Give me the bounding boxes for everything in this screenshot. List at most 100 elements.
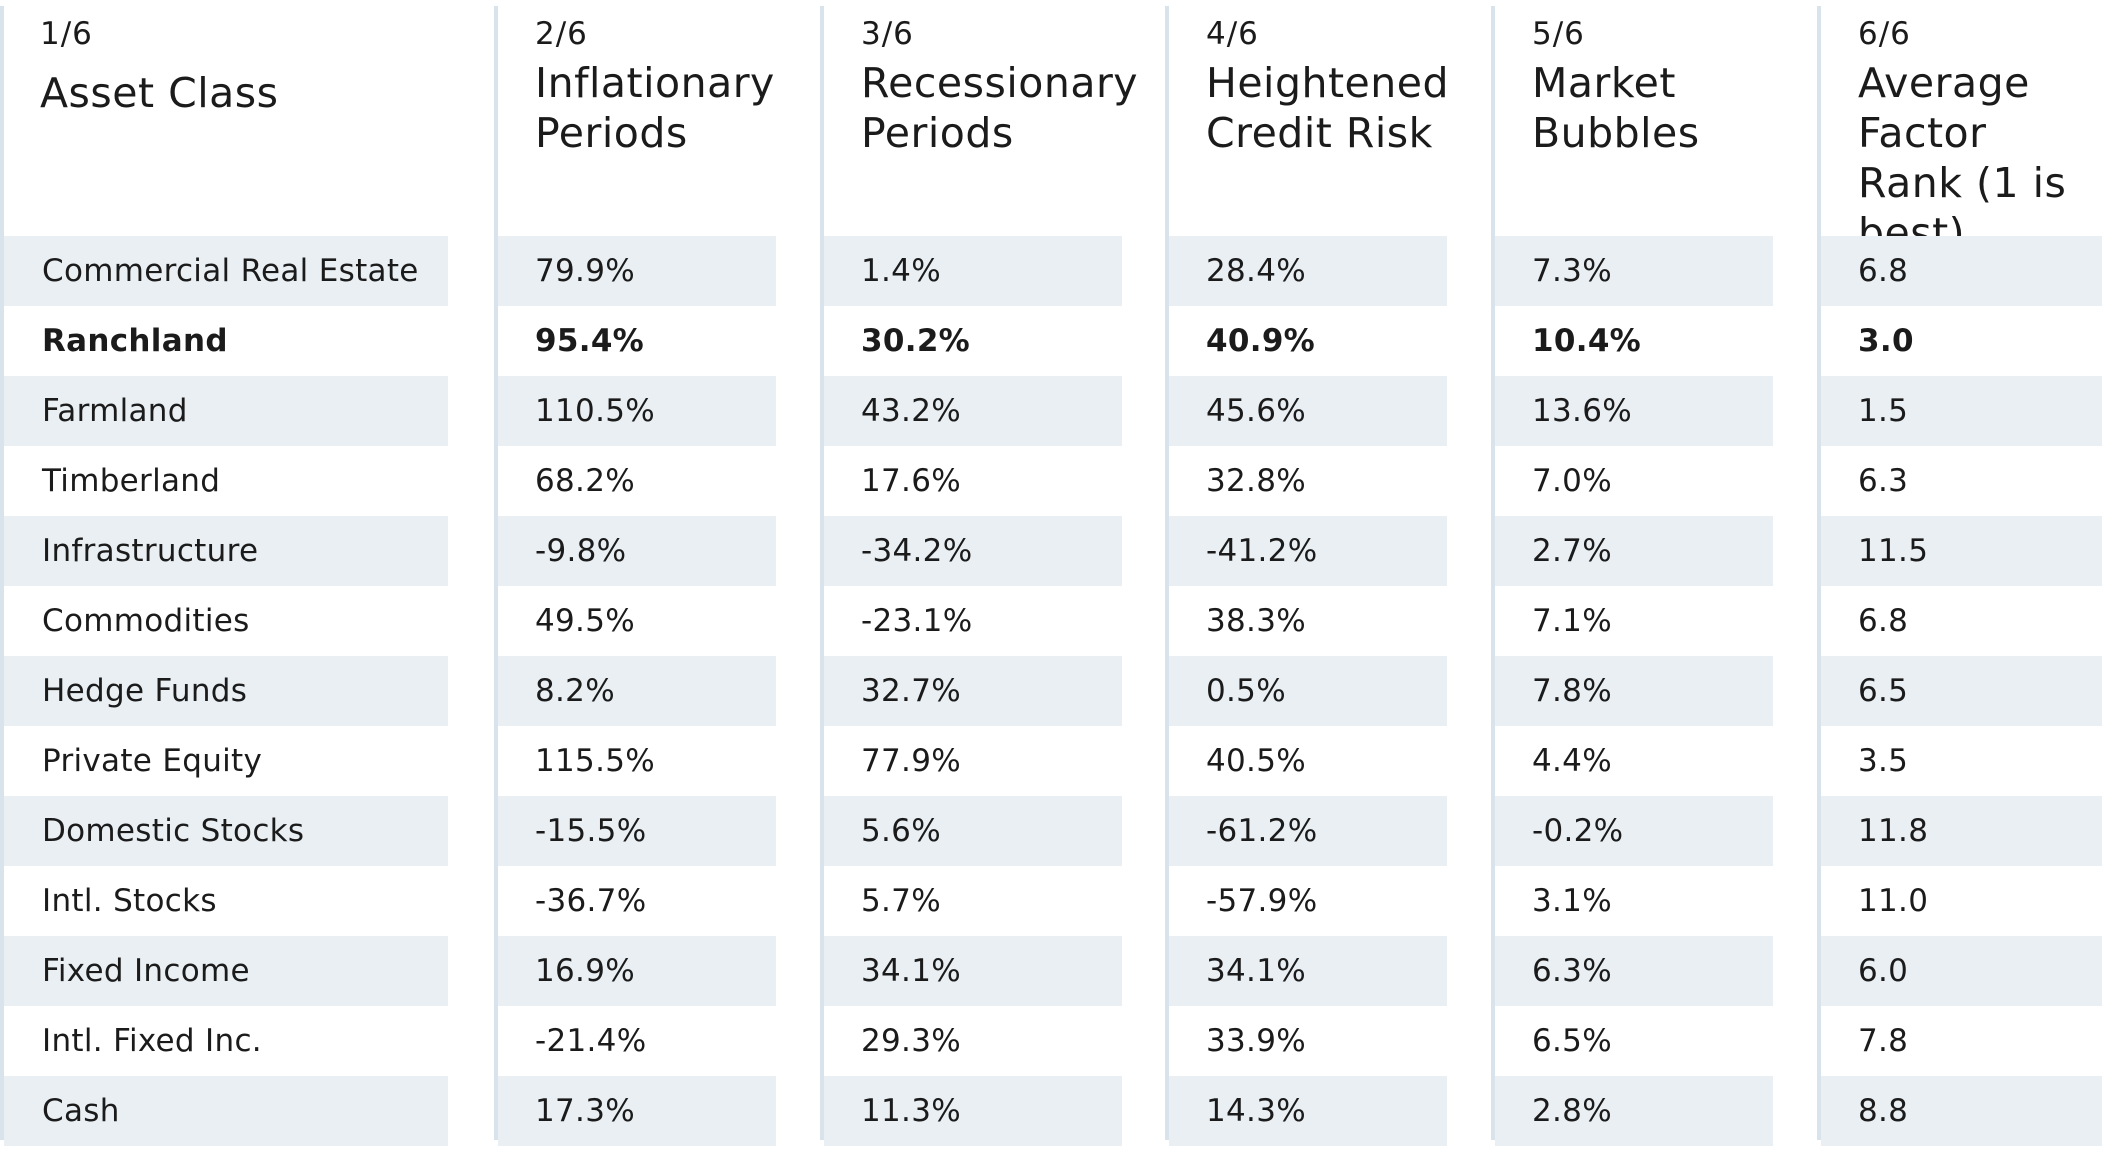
column-asset-class: 1/6 Asset Class Commercial Real Estate Ranc… bbox=[0, 0, 494, 1151]
column-index: 5/6 bbox=[1532, 16, 1585, 52]
table-cell: 34.1% bbox=[1169, 936, 1447, 1006]
table-row-label: Commercial Real Estate bbox=[4, 236, 448, 306]
table-cell: 68.2% bbox=[535, 463, 635, 499]
table-cell: -23.1% bbox=[861, 603, 973, 639]
table-cell: 6.5 bbox=[1821, 656, 2102, 726]
table-row-label: Intl. Stocks bbox=[42, 883, 217, 919]
table-cell: 5.7% bbox=[861, 883, 941, 919]
table-cell: -0.2% bbox=[1495, 796, 1773, 866]
column-header: 2/6 Inflationary Periods bbox=[494, 0, 820, 236]
column-inflationary-periods: 2/6 Inflationary Periods 79.9% 95.4% 110.5% 6… bbox=[494, 0, 820, 1151]
column-index: 4/6 bbox=[1206, 16, 1259, 52]
table-cell: 7.3% bbox=[1495, 236, 1773, 306]
table-cell: 6.8 bbox=[1858, 603, 1909, 639]
table-cell: 17.3% bbox=[498, 1076, 776, 1146]
column-index: 1/6 bbox=[40, 16, 93, 52]
table-cell: 38.3% bbox=[1206, 603, 1306, 639]
column-divider bbox=[0, 6, 4, 1140]
column-header: 3/6 Recessionary Periods bbox=[820, 0, 1165, 236]
table-cell: 1.5 bbox=[1821, 376, 2102, 446]
column-market-bubbles: 5/6 Market Bubbles 7.3% 10.4% 13.6% 7.0% 2.7% 7… bbox=[1491, 0, 1817, 1151]
table-cell: -61.2% bbox=[1169, 796, 1447, 866]
table-cell: 32.8% bbox=[1206, 463, 1306, 499]
table-cell: -15.5% bbox=[498, 796, 776, 866]
table-cell: 95.4% bbox=[535, 323, 645, 359]
column-header: 1/6 Asset Class bbox=[0, 0, 494, 236]
column-divider bbox=[494, 6, 498, 1140]
column-title: Heightened Credit Risk bbox=[1206, 59, 1449, 157]
column-index: 6/6 bbox=[1858, 16, 1911, 52]
table-cell: 33.9% bbox=[1206, 1023, 1306, 1059]
table-cell: 110.5% bbox=[498, 376, 776, 446]
column-divider bbox=[1817, 6, 1821, 1140]
table-cell: -9.8% bbox=[498, 516, 776, 586]
column-index: 3/6 bbox=[861, 16, 914, 52]
table-cell: 28.4% bbox=[1169, 236, 1447, 306]
table-cell: 40.5% bbox=[1206, 743, 1306, 779]
table-cell: 11.5 bbox=[1821, 516, 2102, 586]
table-cell: 30.2% bbox=[861, 323, 971, 359]
table-cell: 34.1% bbox=[824, 936, 1122, 1006]
table-cell: 6.5% bbox=[1532, 1023, 1612, 1059]
table-row-label: Domestic Stocks bbox=[4, 796, 448, 866]
table-cell: 1.4% bbox=[824, 236, 1122, 306]
table-cell: 7.8 bbox=[1858, 1023, 1909, 1059]
column-index: 2/6 bbox=[535, 16, 588, 52]
table-cell: 3.5 bbox=[1858, 743, 1909, 779]
table-cell: 6.3 bbox=[1858, 463, 1909, 499]
column-header: 6/6 Average Factor Rank (1 is best) bbox=[1817, 0, 2102, 257]
table-cell: 49.5% bbox=[535, 603, 635, 639]
table-cell: 8.2% bbox=[498, 656, 776, 726]
table-row-label: Commodities bbox=[42, 603, 250, 639]
table-row-label: Timberland bbox=[42, 463, 221, 499]
table-cell: 7.1% bbox=[1532, 603, 1612, 639]
column-header: 5/6 Market Bubbles bbox=[1491, 0, 1817, 236]
table-row-label: Private Equity bbox=[42, 743, 263, 779]
table-row-label: Hedge Funds bbox=[4, 656, 448, 726]
table-cell: 29.3% bbox=[861, 1023, 961, 1059]
table-cell: 11.8 bbox=[1821, 796, 2102, 866]
table-row-label: Farmland bbox=[4, 376, 448, 446]
table-cell: 3.0 bbox=[1858, 323, 1914, 359]
table-row-label: Fixed Income bbox=[4, 936, 448, 1006]
table-cell: 6.3% bbox=[1495, 936, 1773, 1006]
table-cell: 14.3% bbox=[1169, 1076, 1447, 1146]
table-cell: 7.0% bbox=[1532, 463, 1612, 499]
table-cell: 11.0 bbox=[1858, 883, 1929, 919]
table-cell: -34.2% bbox=[824, 516, 1122, 586]
table-cell: -57.9% bbox=[1206, 883, 1318, 919]
table-row-label: Cash bbox=[4, 1076, 448, 1146]
table-cell: 4.4% bbox=[1532, 743, 1612, 779]
table-cell: 79.9% bbox=[498, 236, 776, 306]
table-cell: 2.7% bbox=[1495, 516, 1773, 586]
table-cell: 2.8% bbox=[1495, 1076, 1773, 1146]
table-cell: 10.4% bbox=[1532, 323, 1642, 359]
column-title: Inflationary Periods bbox=[535, 59, 775, 157]
table-cell: 13.6% bbox=[1495, 376, 1773, 446]
table-row-label: Infrastructure bbox=[4, 516, 448, 586]
table-cell: 3.1% bbox=[1532, 883, 1612, 919]
column-title: Asset Class bbox=[40, 69, 279, 117]
column-title: Market Bubbles bbox=[1532, 59, 1700, 157]
column-divider bbox=[1491, 6, 1495, 1140]
table-row-label: Intl. Fixed Inc. bbox=[42, 1023, 262, 1059]
column-title: Recessionary Periods bbox=[861, 59, 1139, 157]
table-row-label: Ranchland bbox=[42, 323, 228, 359]
table-cell: 17.6% bbox=[861, 463, 961, 499]
column-heightened-credit-risk: 4/6 Heightened Credit Risk 28.4% 40.9% 45.6%… bbox=[1165, 0, 1491, 1151]
table-cell: -21.4% bbox=[535, 1023, 647, 1059]
table-cell: 8.8 bbox=[1821, 1076, 2102, 1146]
table-cell: 77.9% bbox=[861, 743, 961, 779]
table-cell: 43.2% bbox=[824, 376, 1122, 446]
table-cell: 115.5% bbox=[535, 743, 656, 779]
column-title: Average Factor Rank (1 is best) bbox=[1858, 59, 2067, 257]
table-cell: 45.6% bbox=[1169, 376, 1447, 446]
table-cell: 32.7% bbox=[824, 656, 1122, 726]
table-cell: 0.5% bbox=[1169, 656, 1447, 726]
column-header: 4/6 Heightened Credit Risk bbox=[1165, 0, 1491, 236]
column-divider bbox=[820, 6, 824, 1140]
table-cell: 5.6% bbox=[824, 796, 1122, 866]
table-cell: 16.9% bbox=[498, 936, 776, 1006]
table-cell: 6.8 bbox=[1821, 236, 2102, 306]
table-cell: 7.8% bbox=[1495, 656, 1773, 726]
